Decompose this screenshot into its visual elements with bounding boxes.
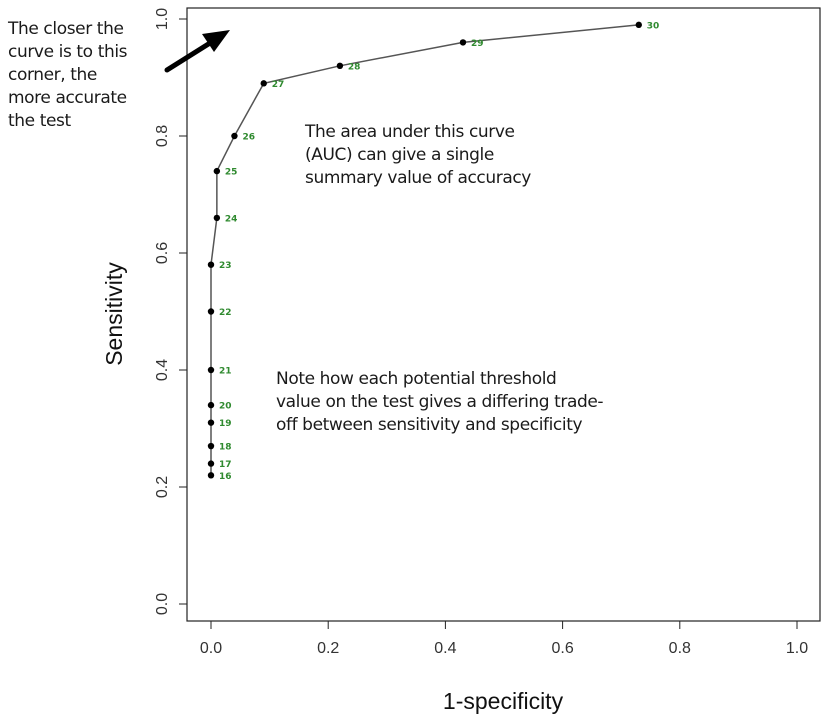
roc-point	[336, 62, 344, 69]
roc-point	[207, 308, 215, 315]
auc-annotation: The area under this curve (AUC) can give…	[305, 122, 531, 188]
roc-point	[213, 214, 221, 222]
roc-point-label: 27	[272, 80, 285, 90]
y-tick-label: 1.0	[154, 8, 171, 30]
roc-point	[207, 261, 215, 268]
roc-point-label: 17	[219, 460, 232, 470]
roc-point-label: 25	[225, 168, 238, 178]
roc-point	[231, 132, 238, 140]
x-tick-label: 0.4	[434, 640, 456, 657]
roc-point-label: 19	[219, 419, 232, 429]
corner-arrow-icon	[164, 30, 230, 73]
roc-point	[260, 80, 267, 87]
roc-point	[635, 21, 642, 29]
roc-point-label: 29	[471, 39, 484, 49]
plot-frame	[186, 7, 821, 622]
y-tick-label: 0.2	[154, 476, 171, 498]
roc-point-label: 18	[219, 443, 232, 453]
axes: 0.0 0.2 0.4 0.6 0.8 1.0 0.0 0.2 0.4 0.6 0.8 1.0	[154, 8, 808, 657]
y-tick-label: 0.8	[154, 125, 171, 147]
x-tick-label: 0.2	[317, 640, 339, 657]
roc-point	[207, 419, 215, 426]
x-tick-label: 0.6	[551, 640, 573, 657]
x-axis-title: 1-specificity	[443, 688, 564, 714]
y-tick-label: 0.4	[154, 359, 171, 381]
roc-point	[207, 442, 215, 450]
roc-point-label: 28	[348, 62, 361, 72]
roc-series: 16 17 18 19 20 21 22 23 24 25 26 27 28 29 30	[207, 21, 660, 482]
roc-point-label: 21	[219, 367, 232, 377]
roc-point-label: 24	[225, 214, 238, 224]
y-axis-title: Sensitivity	[101, 262, 127, 366]
roc-point	[207, 366, 215, 374]
roc-point	[207, 472, 215, 479]
x-tick-label: 1.0	[786, 640, 808, 657]
corner-annotation: The closer the curve is to this corner, …	[8, 19, 128, 131]
x-tick-label: 0.8	[669, 640, 691, 657]
roc-point-label: 22	[219, 308, 232, 318]
roc-point	[207, 460, 215, 467]
roc-point-label: 20	[219, 402, 232, 412]
roc-point	[213, 167, 221, 175]
roc-point-label: 16	[219, 472, 232, 482]
y-tick-label: 0.0	[154, 593, 171, 615]
x-tick-label: 0.0	[200, 640, 222, 657]
roc-point	[459, 39, 467, 46]
roc-point	[207, 401, 215, 409]
roc-point-label: 23	[219, 261, 232, 271]
roc-point-label: 30	[647, 21, 660, 31]
y-tick-label: 0.6	[154, 242, 171, 264]
roc-point-label: 26	[242, 133, 255, 143]
threshold-annotation: Note how each potential threshold value …	[276, 369, 604, 435]
